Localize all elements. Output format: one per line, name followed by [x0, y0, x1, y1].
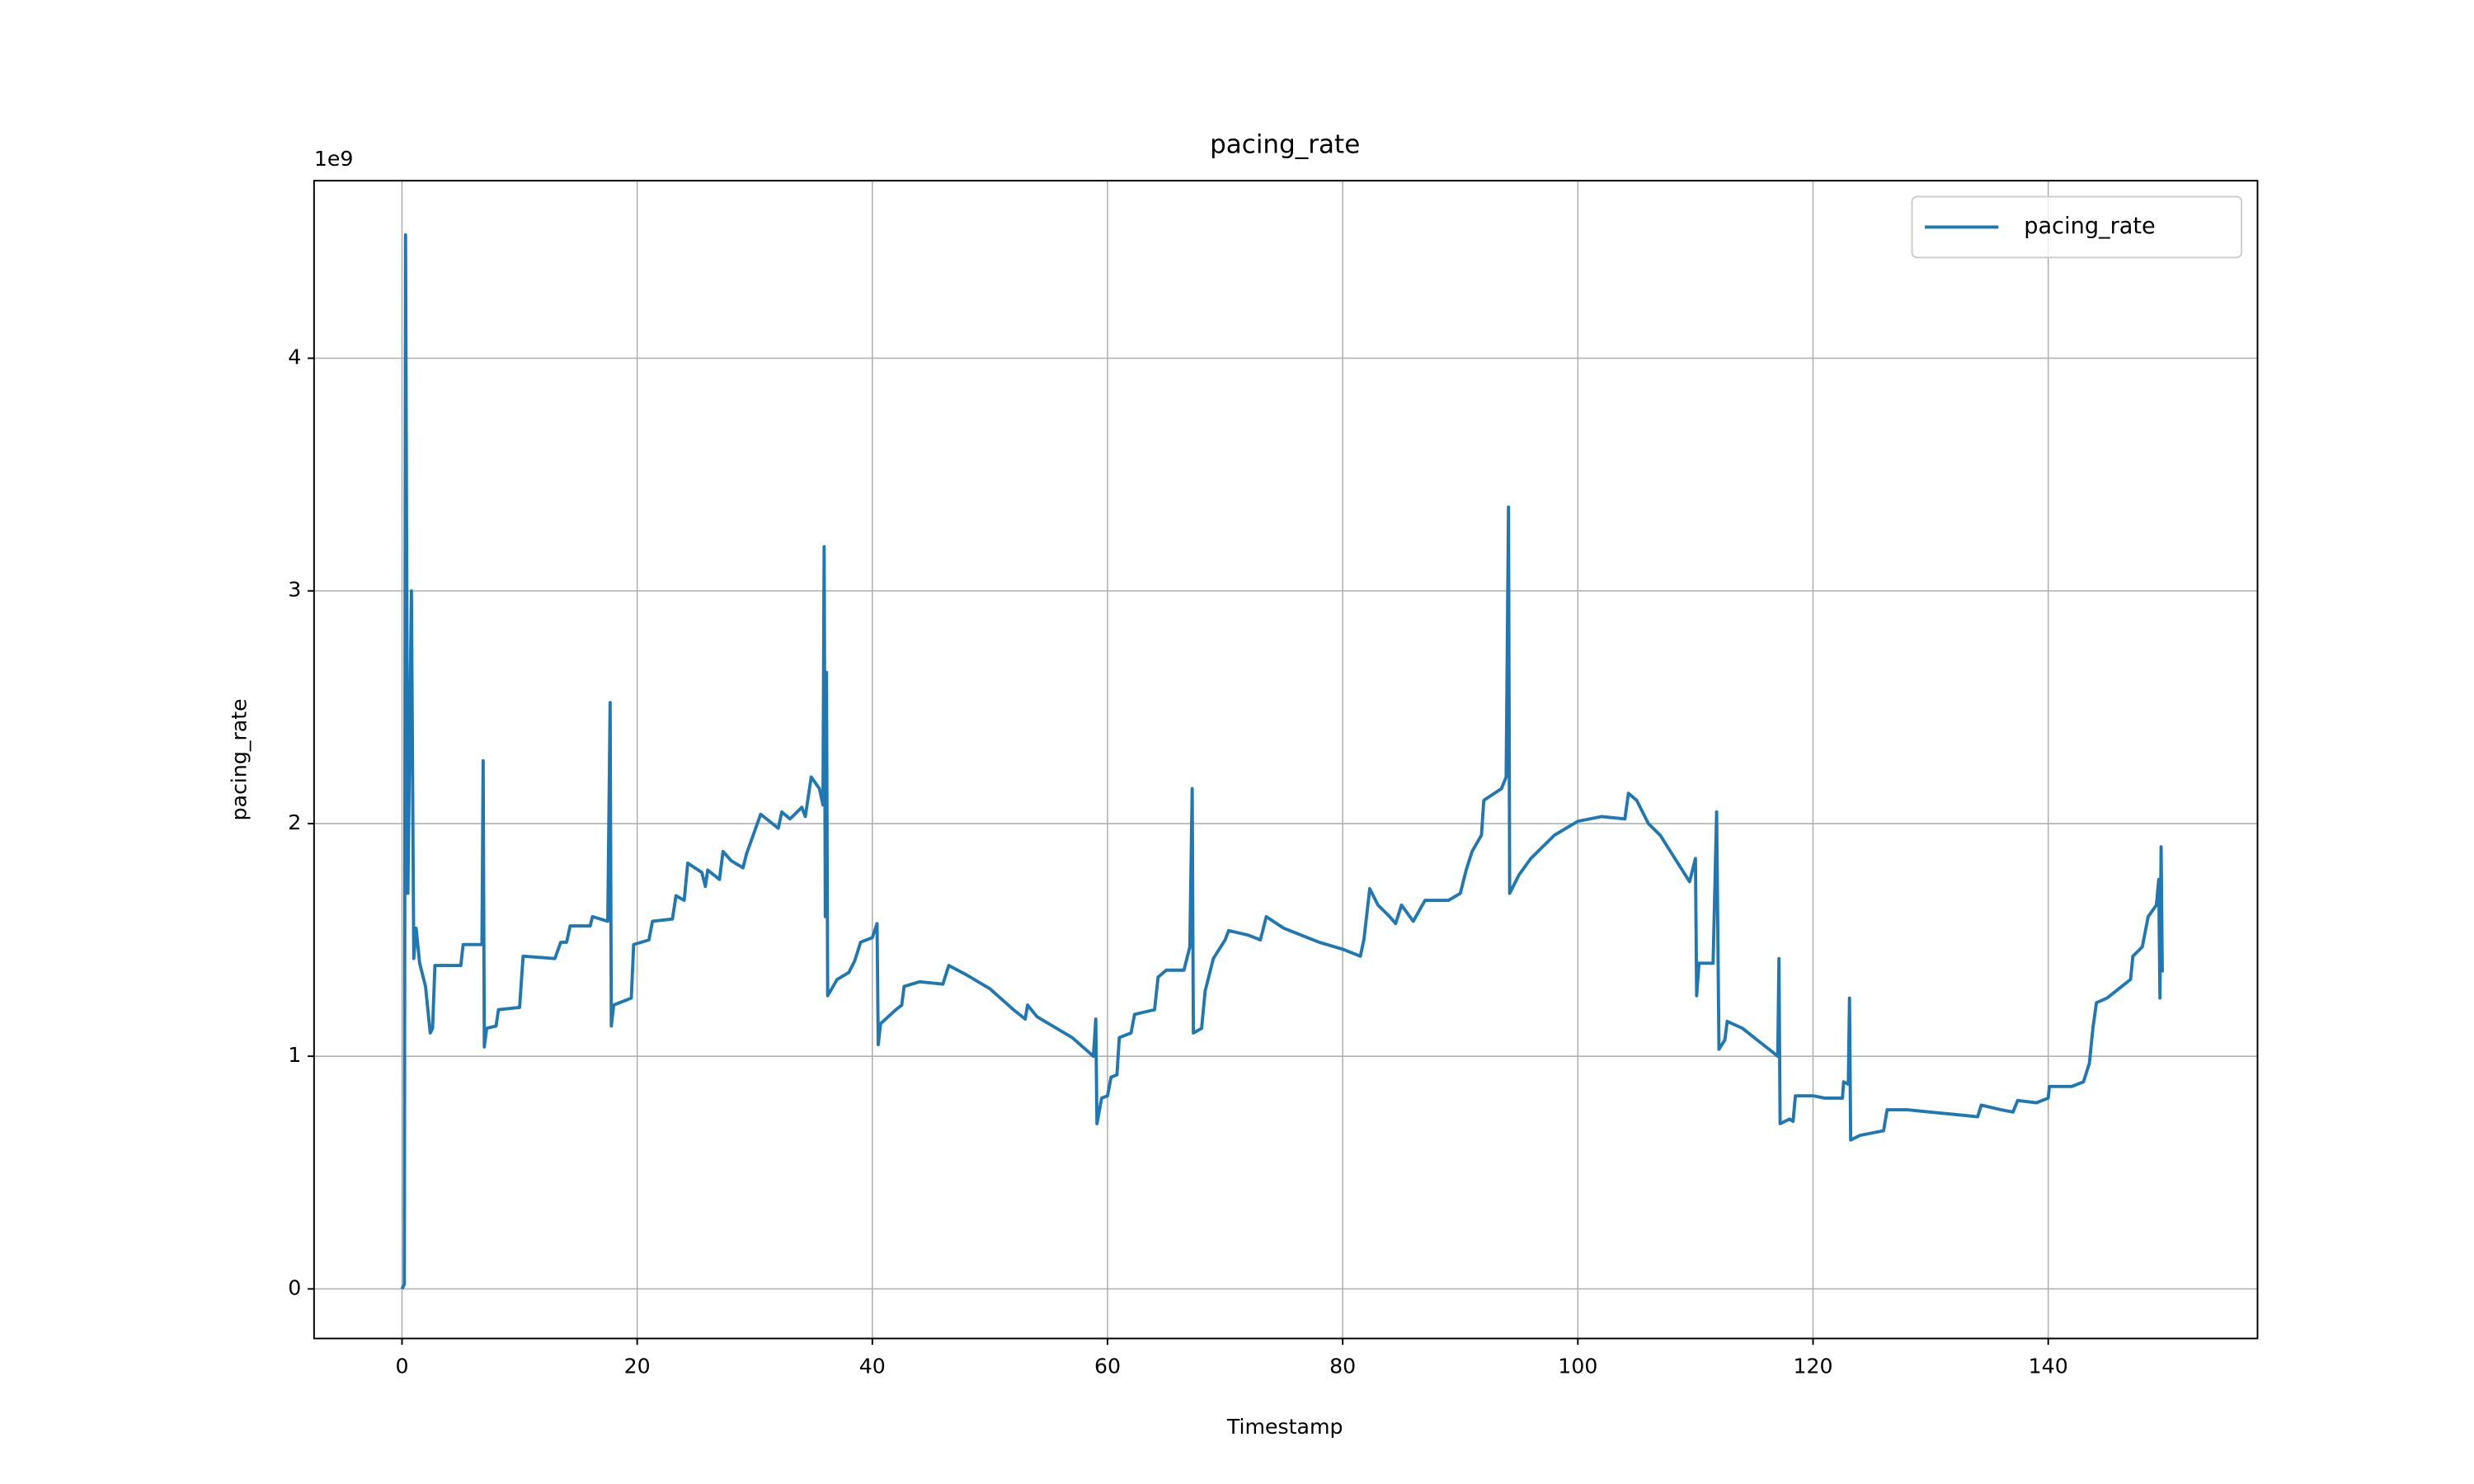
- x-tick-label: 100: [1558, 1354, 1597, 1378]
- data-line: [400, 232, 2164, 1290]
- y-axis-label: pacing_rate: [228, 698, 252, 820]
- x-tick-label: 0: [395, 1354, 408, 1378]
- x-axis-label: Timestamp: [1226, 1415, 1343, 1439]
- chart-title: pacing_rate: [1210, 130, 1360, 160]
- y-tick-label: 0: [288, 1275, 301, 1299]
- x-tick-label: 80: [1329, 1354, 1356, 1378]
- x-tick-label: 40: [859, 1354, 886, 1378]
- legend-box: [1911, 195, 2243, 259]
- x-tick-label: 60: [1094, 1354, 1121, 1378]
- x-tick-label: 120: [1793, 1354, 1832, 1378]
- x-tick-label: 20: [624, 1354, 651, 1378]
- plot-frame: [313, 180, 2259, 1340]
- legend-label: pacing_rate: [2024, 214, 2155, 239]
- y-tick-label: 4: [288, 345, 301, 369]
- y-tick-label: 1: [288, 1043, 301, 1067]
- y-tick-label: 2: [288, 810, 301, 834]
- y-offset-label: 1e9: [314, 147, 354, 171]
- y-tick-label: 3: [288, 578, 301, 602]
- x-tick-label: 140: [2029, 1354, 2068, 1378]
